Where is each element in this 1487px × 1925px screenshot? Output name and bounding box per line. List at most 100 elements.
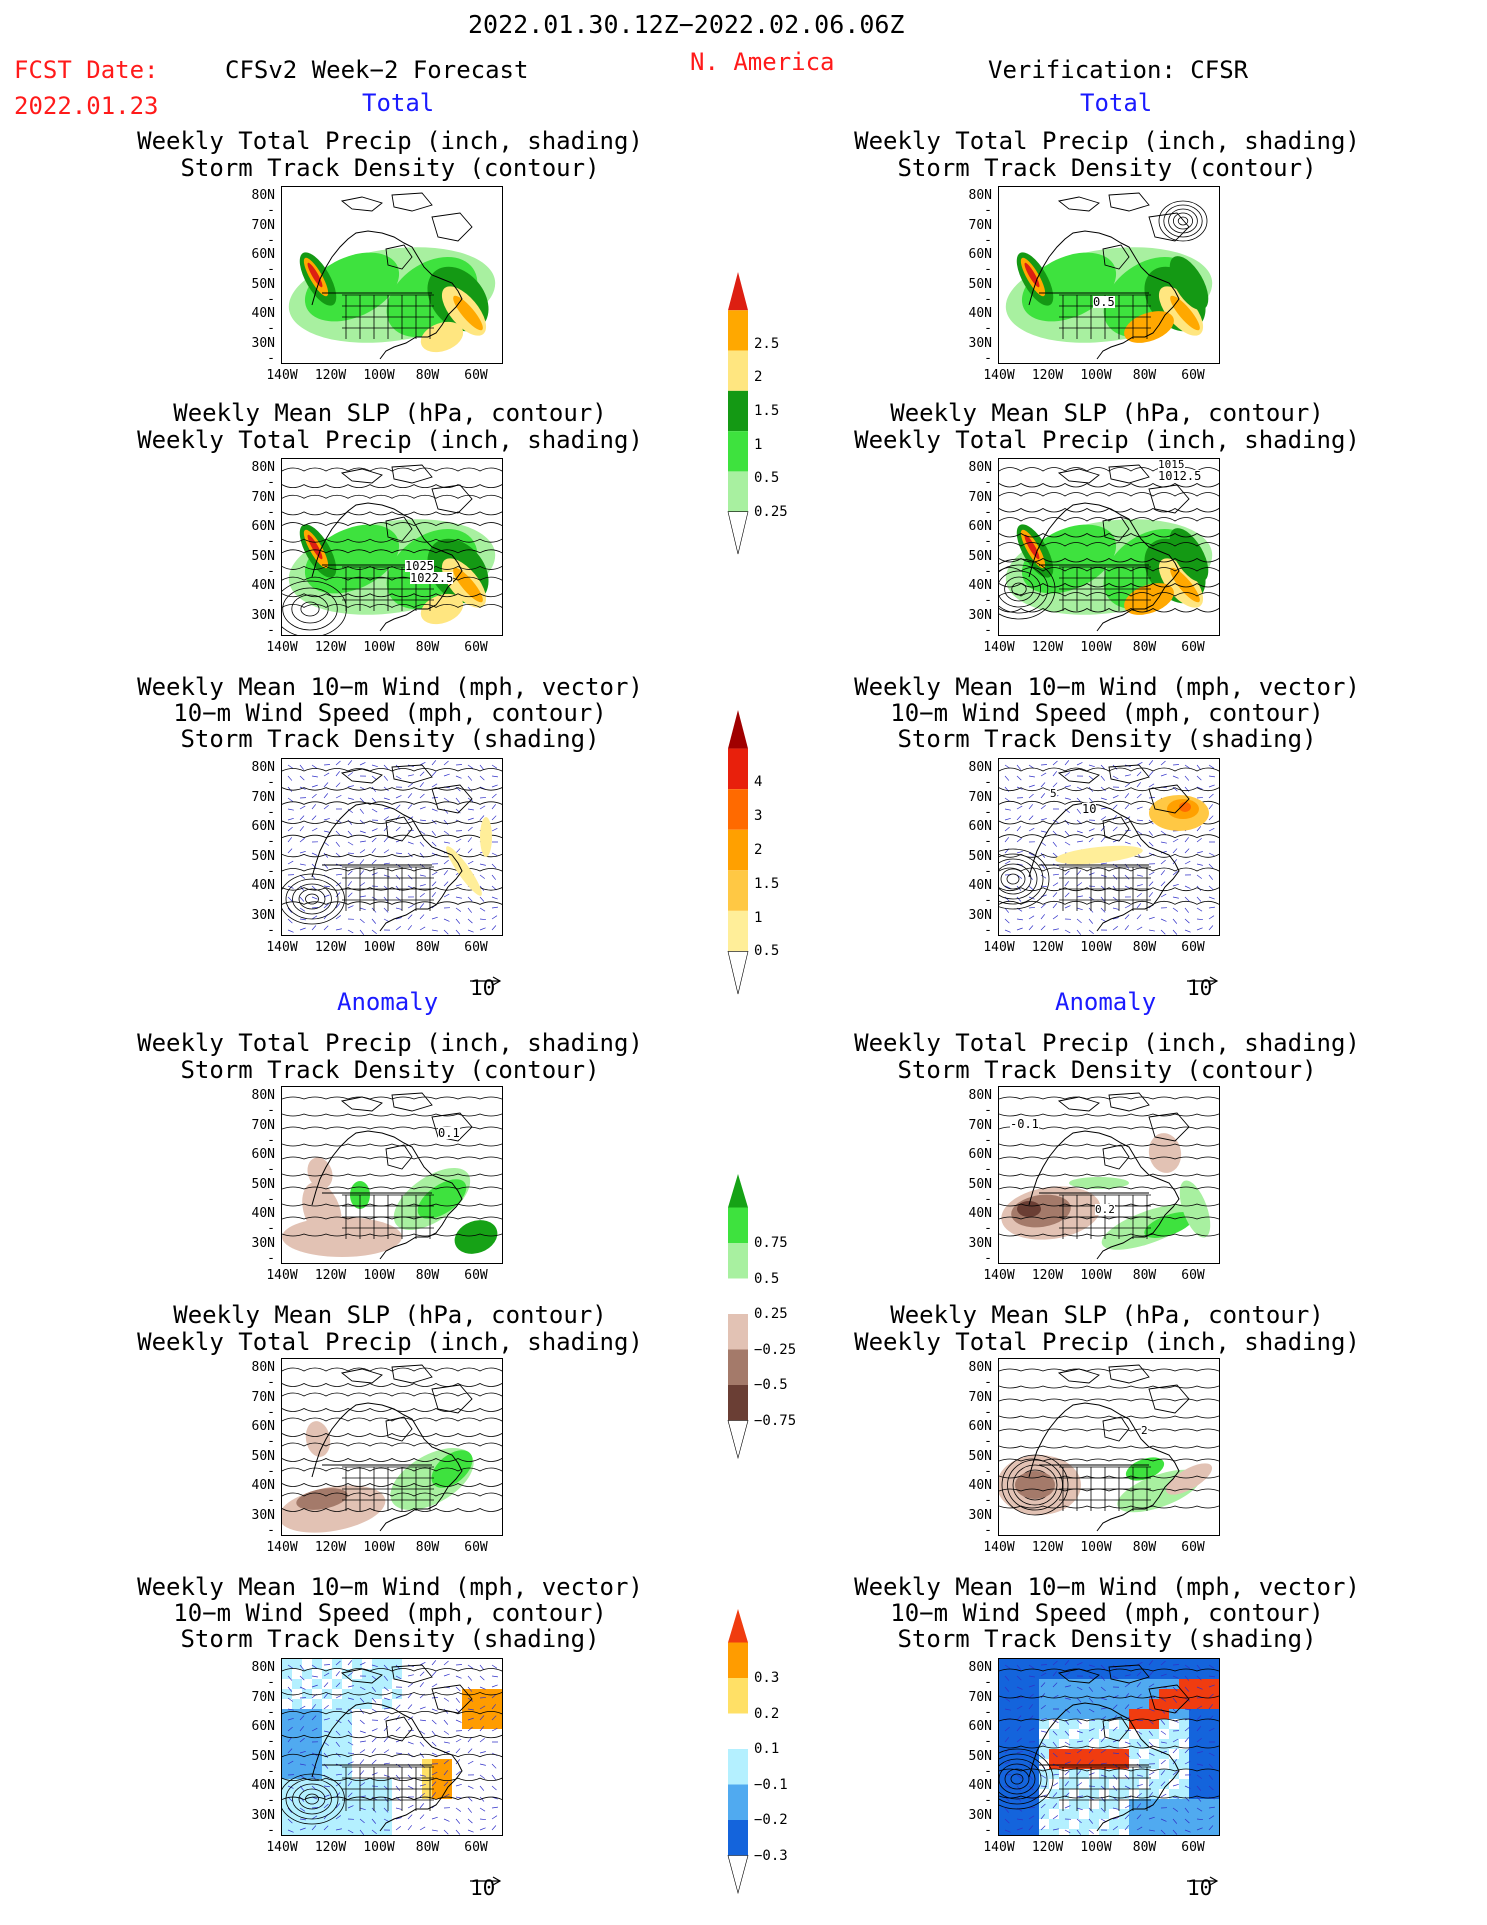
shading-cell — [1199, 1819, 1209, 1829]
colorbar-segment — [728, 1749, 748, 1785]
panel-title-fc-wind-anom-2: 10−m Wind Speed (mph, contour) — [173, 1599, 607, 1627]
shading-cell — [1109, 1739, 1119, 1749]
coastline — [311, 1702, 463, 1832]
colorbar-label: 0.25 — [754, 503, 788, 520]
lon-label: 100W — [363, 1268, 395, 1283]
shading-cell — [1119, 1729, 1129, 1739]
colorbar-label: 1.5 — [754, 875, 780, 892]
shading-cell — [1199, 1789, 1209, 1799]
colorbar-label: 0.1 — [754, 1741, 780, 1757]
shading-cell — [292, 1769, 302, 1779]
shading-cell — [392, 1669, 402, 1679]
colorbar-segment — [728, 870, 748, 911]
shading-cell — [342, 1689, 352, 1699]
shading-cell — [1149, 1829, 1159, 1835]
map-svg — [999, 760, 1219, 935]
shading-cell — [1029, 1719, 1039, 1729]
shading-cell — [1209, 1719, 1219, 1729]
colorbar-segment — [728, 1784, 748, 1820]
coastline — [391, 464, 433, 484]
shading-cell — [1109, 1819, 1119, 1829]
lon-label: 100W — [1080, 1268, 1112, 1283]
shading-cell — [352, 1809, 362, 1819]
date-range-title: 2022.01.30.12Z−2022.02.06.06Z — [468, 10, 905, 39]
shading-cell — [342, 1759, 352, 1769]
shading-cell — [1189, 1739, 1199, 1749]
lat-label: 70N - — [968, 489, 992, 520]
shading-cell — [1139, 1789, 1149, 1799]
shading-cell — [1159, 1809, 1169, 1819]
lat-label: 70N - — [968, 1389, 992, 1420]
shading-cell — [1119, 1659, 1129, 1669]
colorbar-label: 1 — [754, 909, 763, 926]
shading-cell — [999, 1809, 1009, 1819]
shading-cell — [1019, 1799, 1029, 1809]
coastline — [385, 816, 413, 842]
shading-cell — [1109, 1759, 1119, 1769]
verification-title: Verification: CFSR — [988, 56, 1249, 84]
shading-cell — [282, 1759, 292, 1769]
lon-label: 80W — [415, 1540, 440, 1555]
lon-label: 140W — [983, 1268, 1015, 1283]
lat-label: 30N - — [251, 335, 275, 366]
shading-cell — [1099, 1719, 1109, 1729]
shading-cell — [999, 1749, 1009, 1759]
shading-cell — [302, 1779, 312, 1789]
shading-cell — [1079, 1709, 1089, 1719]
shading-cell — [1009, 1729, 1019, 1739]
shading-cell — [362, 1669, 372, 1679]
lat-label: 80N - — [968, 1660, 992, 1690]
lat-label: 80N - — [968, 188, 992, 218]
contour-lines — [999, 558, 1056, 620]
coastline — [1148, 212, 1190, 242]
shading-cell — [382, 1679, 392, 1689]
forecast-title: CFSv2 Week−2 Forecast — [225, 56, 529, 84]
state-borders — [322, 1764, 434, 1811]
shading-cell — [472, 1709, 482, 1719]
shading-cell — [1189, 1779, 1199, 1789]
shading-region — [1169, 256, 1209, 310]
shading-cell — [1059, 1659, 1069, 1669]
shading-cell — [1029, 1679, 1039, 1689]
shading-cell — [372, 1659, 382, 1669]
shading-cell — [372, 1809, 382, 1819]
shading-cell — [1199, 1709, 1209, 1719]
coastline — [1102, 816, 1130, 842]
coastline — [1057, 768, 1100, 784]
map-panel-fc-precip-total — [281, 186, 503, 364]
panel-title-fc-wind-total-2: 10−m Wind Speed (mph, contour) — [173, 699, 607, 727]
colorbar-segment — [728, 431, 748, 472]
section-anomaly-right: Anomaly — [1055, 988, 1157, 1016]
lon-label: 60W — [464, 368, 488, 383]
colorbar-label: −0.2 — [754, 1812, 788, 1828]
shading-cell — [312, 1679, 322, 1689]
colorbar-segment — [728, 1349, 748, 1385]
lon-label: 120W — [1031, 368, 1064, 383]
lon-label: 140W — [983, 368, 1015, 383]
coastline — [340, 468, 383, 484]
lon-label: 120W — [314, 1268, 347, 1283]
shading-cell — [1209, 1709, 1219, 1719]
shading-cell — [1179, 1719, 1189, 1729]
shading-cell — [1089, 1779, 1099, 1789]
shading-cell — [1119, 1779, 1129, 1789]
shading-cell — [1019, 1739, 1029, 1749]
arrow-right-icon — [1187, 1876, 1219, 1886]
state-borders — [1039, 1464, 1151, 1511]
shading-cell — [1139, 1719, 1149, 1729]
shading-cell — [1159, 1829, 1169, 1835]
colorbar-precip-anom — [726, 1172, 750, 1464]
shading-cell — [342, 1769, 352, 1779]
vector-reference-value: 10 — [470, 976, 496, 1000]
contour-label: 1015 — [1158, 458, 1185, 471]
shading-cell — [332, 1699, 342, 1709]
shading-cell — [1059, 1719, 1069, 1729]
lon-label: 60W — [1181, 1268, 1205, 1283]
shading-cell — [482, 1709, 492, 1719]
lat-label: 50N - — [251, 1748, 275, 1779]
lon-label: 140W — [983, 1840, 1015, 1855]
shading-cell — [999, 1659, 1009, 1669]
coastline — [1148, 484, 1190, 514]
shading-cell — [352, 1829, 362, 1835]
shading-region — [282, 1217, 402, 1257]
